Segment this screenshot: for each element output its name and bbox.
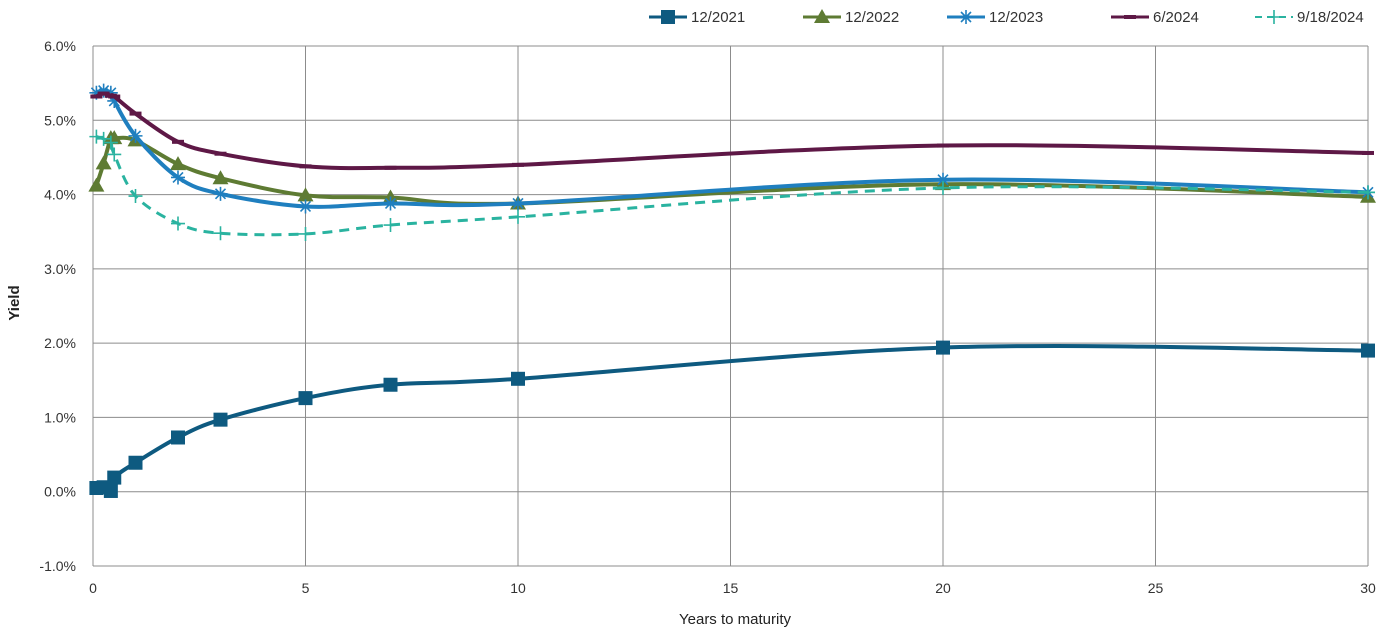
y-tick-label: 0.0% — [44, 484, 76, 500]
data-point — [89, 85, 104, 100]
y-tick-label: 2.0% — [44, 335, 76, 351]
x-axis-tick-labels: 0 5 10 15 20 25 30 — [89, 580, 1376, 596]
legend-label: 12/2023 — [989, 9, 1043, 26]
grid-lines — [92, 45, 1369, 567]
data-point — [90, 94, 103, 99]
data-point — [298, 391, 313, 406]
y-axis-tick-labels: -1.0% 0.0% 1.0% 2.0% 3.0% 4.0% 5.0% 6.0% — [39, 38, 76, 574]
series-3 — [90, 91, 1374, 171]
x-axis-title: Years to maturity — [679, 611, 791, 628]
legend-swatch-marker — [661, 10, 675, 24]
legend-item: 12/2023 — [947, 9, 1043, 26]
y-tick-label: 1.0% — [44, 409, 76, 425]
data-point — [103, 483, 118, 498]
y-axis-title: Yield — [6, 285, 23, 320]
data-point — [936, 172, 950, 187]
data-point — [936, 180, 950, 195]
y-tick-label: 4.0% — [44, 187, 76, 203]
x-tick-label: 25 — [1148, 580, 1164, 596]
data-point — [384, 165, 397, 170]
data-point — [103, 135, 118, 150]
legend: 12/2021 12/2022 12/2023 6/2024 9/18/2024 — [649, 9, 1364, 26]
data-point — [95, 155, 112, 170]
legend-item: 6/2024 — [1111, 9, 1199, 26]
data-point — [1362, 150, 1374, 155]
x-tick-label: 0 — [89, 580, 97, 596]
data-point — [299, 164, 312, 169]
data-point — [511, 209, 525, 224]
y-tick-label: 5.0% — [44, 112, 76, 128]
series-1 — [88, 130, 1376, 210]
data-point — [89, 129, 104, 144]
data-point — [511, 371, 525, 386]
legend-label: 12/2021 — [691, 9, 745, 26]
series-line — [94, 91, 1370, 171]
x-tick-label: 30 — [1360, 580, 1376, 596]
data-point — [936, 340, 950, 355]
data-point — [383, 377, 398, 392]
data-point — [129, 111, 142, 116]
data-point — [937, 143, 949, 148]
data-point — [213, 226, 228, 241]
data-point — [1361, 185, 1375, 200]
data-point — [103, 85, 118, 100]
x-tick-label: 20 — [935, 580, 951, 596]
data-point — [171, 170, 185, 185]
y-tick-label: -1.0% — [39, 558, 76, 574]
data-point — [383, 196, 398, 211]
series-0 — [89, 340, 1375, 498]
x-tick-label: 5 — [302, 580, 310, 596]
data-point — [298, 199, 313, 214]
data-point — [171, 216, 185, 231]
data-point — [297, 187, 314, 202]
legend-swatch-marker — [959, 10, 973, 24]
data-point — [97, 91, 110, 96]
data-point — [511, 196, 525, 211]
data-point — [298, 226, 313, 241]
data-point — [512, 162, 524, 167]
legend-label: 9/18/2024 — [1297, 9, 1364, 26]
data-point — [383, 218, 398, 233]
legend-item: 12/2022 — [803, 9, 899, 26]
legend-item: 12/2021 — [649, 9, 745, 26]
data-point — [212, 170, 229, 185]
data-point — [214, 151, 227, 156]
data-point — [128, 455, 143, 470]
data-point — [96, 83, 111, 98]
x-tick-label: 15 — [723, 580, 739, 596]
series-4 — [89, 129, 1375, 241]
legend-swatch-marker — [1124, 15, 1136, 19]
data-point — [1361, 343, 1375, 358]
data-point — [107, 93, 122, 108]
data-point — [96, 131, 111, 146]
series-lines — [88, 83, 1376, 498]
y-tick-label: 3.0% — [44, 261, 76, 277]
x-tick-label: 10 — [510, 580, 526, 596]
data-point — [108, 94, 121, 99]
y-tick-label: 6.0% — [44, 38, 76, 54]
data-point — [171, 430, 185, 445]
data-point — [170, 156, 186, 171]
data-point — [213, 186, 228, 201]
legend-label: 12/2022 — [845, 9, 899, 26]
legend-swatch-marker — [814, 9, 830, 23]
data-point — [107, 470, 122, 485]
data-point — [88, 177, 105, 192]
data-point — [213, 412, 228, 427]
legend-label: 6/2024 — [1153, 9, 1199, 26]
data-point — [128, 128, 143, 143]
data-point — [172, 139, 184, 144]
series-line — [94, 344, 1370, 494]
data-point — [107, 147, 122, 162]
legend-item: 9/18/2024 — [1255, 9, 1364, 26]
legend-swatch-marker — [1267, 10, 1281, 24]
data-point — [128, 189, 143, 204]
